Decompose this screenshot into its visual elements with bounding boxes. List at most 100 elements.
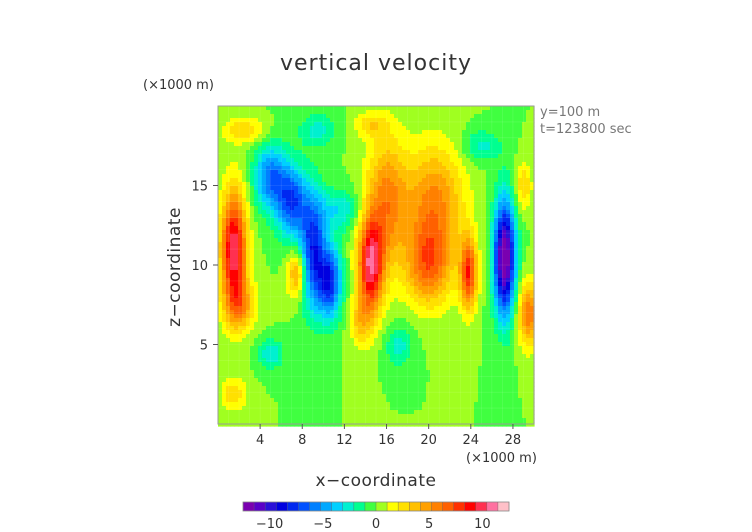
heatmap-cell xyxy=(510,106,515,111)
heatmap-cell xyxy=(290,226,295,231)
heatmap-cell xyxy=(474,250,479,255)
heatmap-cell xyxy=(526,146,531,151)
heatmap-cell xyxy=(438,202,443,207)
heatmap-cell xyxy=(438,346,443,351)
heatmap-cell xyxy=(482,158,487,163)
heatmap-cell xyxy=(438,330,443,335)
heatmap-cell xyxy=(218,238,223,243)
heatmap-cell xyxy=(430,262,435,267)
heatmap-cell xyxy=(510,262,515,267)
heatmap-cell xyxy=(502,266,507,271)
heatmap-cell xyxy=(414,138,419,143)
heatmap-cell xyxy=(322,210,327,215)
heatmap-cell xyxy=(342,234,347,239)
heatmap-cell xyxy=(446,202,451,207)
heatmap-cell xyxy=(418,250,423,255)
heatmap-cell xyxy=(270,298,275,303)
heatmap-cell xyxy=(302,138,307,143)
heatmap-cell xyxy=(426,226,431,231)
heatmap-cell xyxy=(398,250,403,255)
heatmap-cell xyxy=(510,126,515,131)
heatmap-cell xyxy=(258,238,263,243)
heatmap-cell xyxy=(498,114,503,119)
heatmap-cell xyxy=(474,346,479,351)
heatmap-cell xyxy=(218,178,223,183)
heatmap-cell xyxy=(466,154,471,159)
heatmap-cell xyxy=(402,278,407,283)
heatmap-cell xyxy=(518,218,523,223)
heatmap-cell xyxy=(346,130,351,135)
heatmap-cell xyxy=(502,278,507,283)
heatmap-cell xyxy=(330,282,335,287)
heatmap-cell xyxy=(382,150,387,155)
heatmap-cell xyxy=(498,314,503,319)
heatmap-cell xyxy=(502,318,507,323)
heatmap-cell xyxy=(218,246,223,251)
heatmap-cell xyxy=(510,150,515,155)
heatmap-cell xyxy=(422,318,427,323)
heatmap-cell xyxy=(442,282,447,287)
heatmap-cell xyxy=(334,126,339,131)
heatmap-cell xyxy=(350,342,355,347)
heatmap-cell xyxy=(302,210,307,215)
heatmap-cell xyxy=(282,294,287,299)
heatmap-cell xyxy=(442,194,447,199)
heatmap-cell xyxy=(346,278,351,283)
heatmap-cell xyxy=(466,158,471,163)
heatmap-cell xyxy=(222,114,227,119)
heatmap-cell xyxy=(302,250,307,255)
heatmap-cell xyxy=(434,158,439,163)
heatmap-cell xyxy=(318,218,323,223)
heatmap-cell xyxy=(426,182,431,187)
heatmap-cell xyxy=(518,238,523,243)
heatmap-cell xyxy=(334,226,339,231)
heatmap-cell xyxy=(238,118,243,123)
heatmap-cell xyxy=(298,146,303,151)
heatmap-cell xyxy=(518,330,523,335)
heatmap-cell xyxy=(266,310,271,315)
heatmap-cell xyxy=(346,250,351,255)
heatmap-cell xyxy=(314,106,319,111)
heatmap-cell xyxy=(422,278,427,283)
heatmap-cell xyxy=(354,322,359,327)
heatmap-cell xyxy=(374,318,379,323)
heatmap-cell xyxy=(254,114,259,119)
heatmap-cell xyxy=(314,142,319,147)
heatmap-cell xyxy=(478,278,483,283)
heatmap-cell xyxy=(322,130,327,135)
heatmap-cell xyxy=(290,278,295,283)
heatmap-cell xyxy=(482,282,487,287)
heatmap-cell xyxy=(254,166,259,171)
heatmap-cell xyxy=(390,350,395,355)
heatmap-cell xyxy=(226,246,231,251)
heatmap-cell xyxy=(366,186,371,191)
heatmap-cell xyxy=(406,122,411,127)
heatmap-cell xyxy=(494,198,499,203)
heatmap-cell xyxy=(414,162,419,167)
heatmap-cell xyxy=(298,206,303,211)
heatmap-cell xyxy=(266,106,271,111)
heatmap-cell xyxy=(266,338,271,343)
heatmap-cell xyxy=(382,198,387,203)
heatmap-cell xyxy=(278,278,283,283)
heatmap-cell xyxy=(282,142,287,147)
heatmap-cell xyxy=(526,346,531,351)
heatmap-cell xyxy=(414,150,419,155)
heatmap-cell xyxy=(338,126,343,131)
heatmap-cell xyxy=(518,214,523,219)
heatmap-cell xyxy=(282,230,287,235)
heatmap-cell xyxy=(238,318,243,323)
heatmap-cell xyxy=(430,114,435,119)
heatmap-cell xyxy=(522,318,527,323)
heatmap-cell xyxy=(434,346,439,351)
heatmap-cell xyxy=(370,346,375,351)
heatmap-cell xyxy=(466,282,471,287)
heatmap-cell xyxy=(334,326,339,331)
heatmap-cell xyxy=(506,286,511,291)
heatmap-cell xyxy=(390,330,395,335)
heatmap-cell xyxy=(290,294,295,299)
heatmap-cell xyxy=(334,254,339,259)
heatmap-cell xyxy=(258,302,263,307)
heatmap-cell xyxy=(250,170,255,175)
heatmap-cell xyxy=(234,318,239,323)
